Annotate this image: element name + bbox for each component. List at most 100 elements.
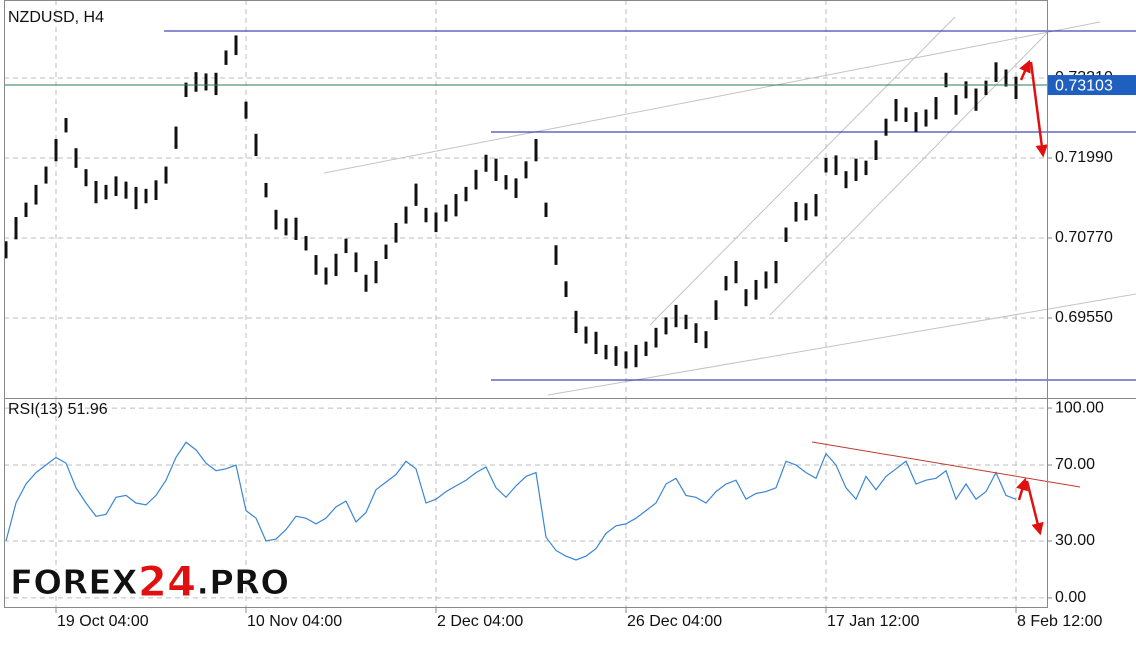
price-bar	[944, 72, 948, 88]
price-bar	[54, 139, 58, 162]
price-bar	[714, 300, 718, 320]
price-bar	[554, 245, 558, 265]
price-bar	[734, 260, 738, 284]
price-bar	[954, 95, 958, 115]
trend-line	[769, 32, 1048, 316]
price-bar	[684, 314, 688, 330]
price-bar	[924, 109, 928, 127]
price-bar	[774, 260, 778, 284]
price-bar	[764, 271, 768, 289]
x-tick-label: 17 Jan 12:00	[827, 613, 920, 630]
price-bar	[394, 222, 398, 243]
price-bar	[894, 99, 898, 122]
price-bar	[864, 160, 868, 176]
logo-part: 24	[138, 557, 196, 606]
arrow	[1016, 477, 1029, 501]
price-bar	[284, 218, 288, 236]
price-bar	[604, 344, 608, 360]
price-bar	[454, 194, 458, 217]
price-bar	[614, 346, 618, 366]
price-bar	[244, 101, 248, 119]
price-bar	[144, 188, 148, 204]
price-bar	[594, 331, 598, 355]
price-bar	[624, 351, 628, 369]
price-bar	[914, 112, 918, 132]
price-bar	[464, 186, 468, 202]
y-tick-label: 100.00	[1055, 399, 1104, 416]
price-bar	[934, 97, 938, 120]
trend-line	[649, 16, 956, 326]
price-bar	[114, 176, 118, 197]
price-bar	[4, 241, 8, 259]
price-bar	[224, 50, 228, 65]
price-bar	[634, 344, 638, 368]
price-bar	[1004, 69, 1008, 87]
trend-lines	[323, 16, 1136, 396]
price-bar	[184, 82, 188, 98]
price-bar	[854, 158, 858, 181]
y-tick-label: 0.69550	[1055, 309, 1113, 326]
price-bar	[154, 180, 158, 200]
price-bar	[444, 204, 448, 222]
x-tick-label: 2 Dec 04:00	[437, 613, 523, 630]
price-bar	[14, 217, 18, 240]
background-layer	[4, 0, 1052, 613]
price-bar	[174, 126, 178, 149]
price-bar	[364, 274, 368, 292]
price-bar	[814, 194, 818, 217]
price-bar	[884, 118, 888, 136]
price-bar	[724, 276, 728, 291]
rsi-trend-line	[811, 441, 1081, 488]
price-bar	[644, 341, 648, 357]
x-tick-label: 26 Dec 04:00	[627, 613, 722, 630]
arrow	[1019, 59, 1031, 81]
price-bar	[214, 72, 218, 96]
y-tick-label: 0.71990	[1055, 149, 1113, 166]
price-bar	[304, 236, 308, 251]
price-bar	[874, 140, 878, 160]
price-bar	[754, 279, 758, 300]
price-bar	[254, 133, 258, 157]
price-bar	[674, 304, 678, 328]
price-bar	[704, 331, 708, 349]
price-bar	[24, 202, 28, 218]
price-bar	[664, 317, 668, 335]
price-bar	[74, 148, 78, 168]
price-bar	[274, 209, 278, 230]
price-bar	[64, 118, 68, 133]
price-bar	[344, 238, 348, 254]
price-bar	[124, 181, 128, 199]
price-bar	[44, 166, 48, 184]
price-bar	[544, 202, 548, 218]
price-bar	[824, 158, 828, 173]
rsi-line	[5, 441, 1017, 561]
price-bar	[564, 281, 568, 298]
marks-layer	[4, 35, 1047, 561]
frame	[4, 0, 1048, 608]
price-bar	[134, 186, 138, 210]
price-bar	[844, 171, 848, 189]
price-bar	[654, 327, 658, 348]
price-bar	[994, 62, 998, 82]
x-tick-label: 8 Feb 12:00	[1017, 613, 1103, 630]
price-bar	[1014, 76, 1018, 100]
y-tick-label: 30.00	[1055, 532, 1095, 549]
price-bar	[574, 310, 578, 334]
price-bar	[94, 180, 98, 204]
price-bar	[694, 323, 698, 343]
price-bar	[414, 183, 418, 206]
trend-line	[323, 21, 1101, 174]
price-bar	[904, 107, 908, 122]
price-bar	[84, 169, 88, 187]
y-tick-label: 0.70770	[1055, 229, 1113, 246]
price-bar	[234, 35, 238, 56]
price-bar	[324, 267, 328, 285]
arrow	[1025, 480, 1044, 536]
price-bar	[164, 166, 168, 184]
trend-line	[547, 293, 1136, 396]
price-bar	[294, 217, 298, 240]
price-bar	[194, 72, 198, 92]
logo-part: .PRO	[196, 563, 289, 603]
current-price-box	[1048, 75, 1136, 96]
